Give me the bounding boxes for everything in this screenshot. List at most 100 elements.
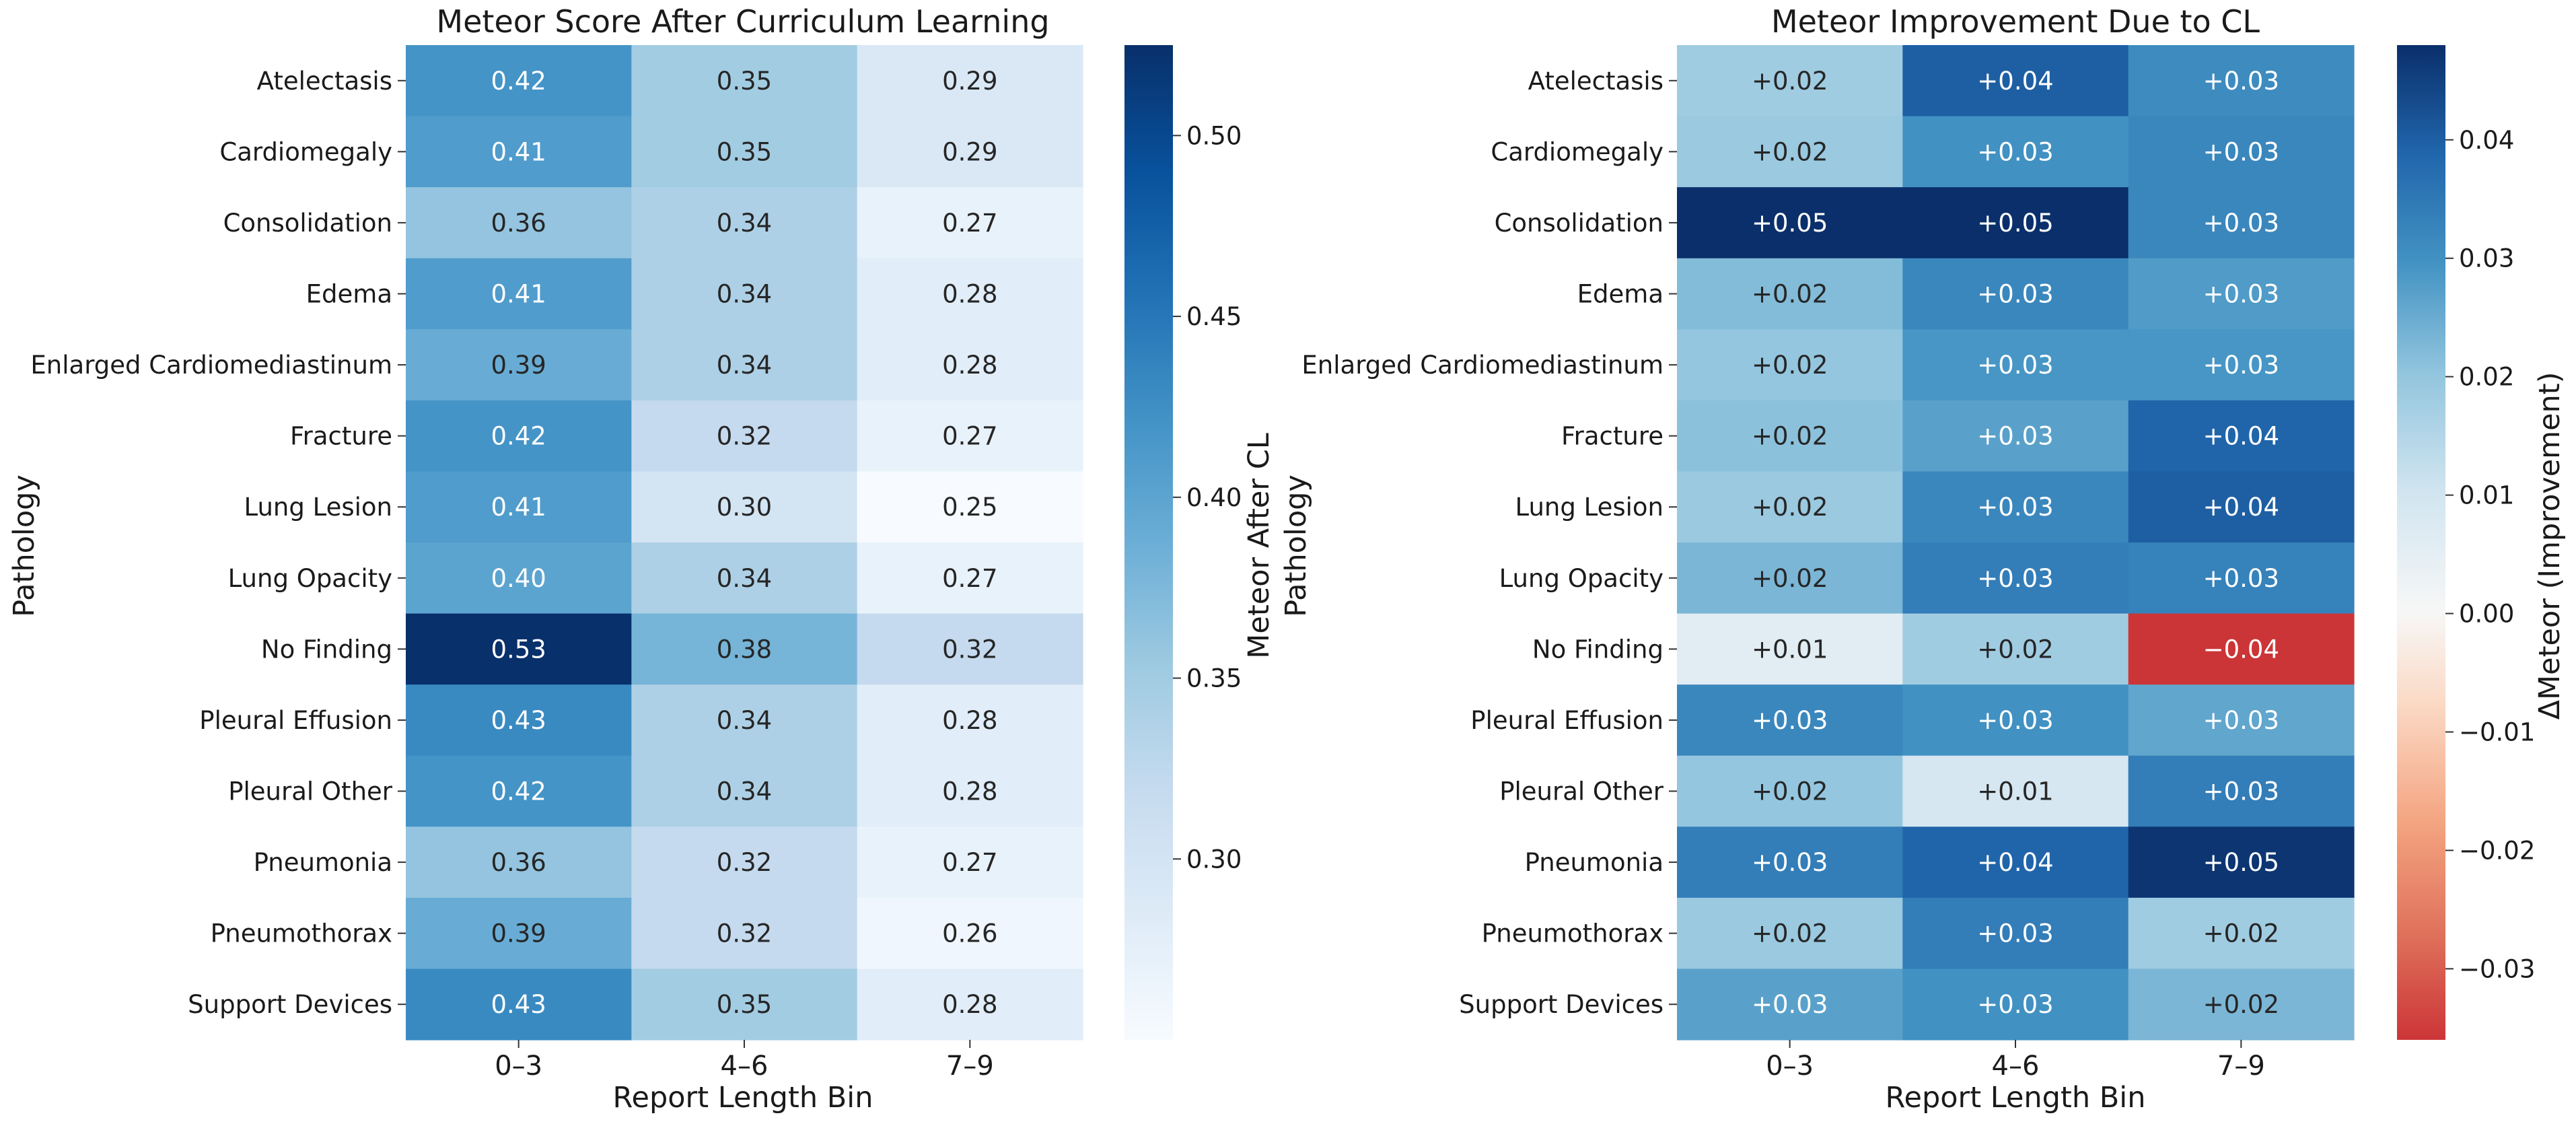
heatmap-cell	[2128, 542, 2355, 614]
y-tick-label: Lung Opacity	[1499, 564, 1663, 593]
cell-value-label: +0.02	[2203, 990, 2279, 1019]
heatmap-cell	[406, 471, 632, 543]
colorbar-tick-label: 0.04	[2459, 126, 2514, 155]
colorbar-tick-label: −0.03	[2459, 954, 2535, 983]
y-tick-label: Pleural Effusion	[1470, 706, 1663, 735]
heatmap-cell	[631, 116, 858, 188]
x-axis-label-right: Report Length Bin	[1886, 1081, 2146, 1115]
colorbar-left: 0.30 0.35 0.40 0.45 0.50 Meteor After CL	[1124, 45, 1276, 1040]
heatmap-cell	[2128, 613, 2355, 685]
cell-value-label: +0.03	[1977, 706, 2053, 735]
cell-value-label: 0.41	[491, 137, 546, 166]
heatmap-cell	[406, 258, 632, 330]
x-tick-labels-left: 0–3 4–6 7–9	[495, 1040, 994, 1082]
heatmap-cell	[1902, 969, 2129, 1041]
y-axis-label-left: Pathology	[7, 474, 41, 617]
x-tick-label: 4–6	[721, 1051, 768, 1082]
heatmap-cell	[631, 755, 858, 827]
heatmap-cell	[1677, 329, 1903, 401]
colorbar-tick-label: 0.50	[1186, 121, 1242, 150]
cell-value-label: 0.39	[491, 351, 546, 380]
heatmap-left: Meteor Score After Curriculum Learning 0…	[7, 3, 1083, 1115]
cell-value-label: +0.01	[1752, 635, 1828, 664]
heatmap-cell	[2128, 471, 2355, 543]
heatmap-cell	[406, 542, 632, 614]
cell-value-label: 0.36	[491, 848, 546, 877]
y-tick-label: Lung Lesion	[1515, 493, 1663, 522]
colorbar-tick-label: 0.03	[2459, 244, 2514, 273]
heatmap-cell	[1677, 969, 1903, 1041]
cell-value-label: 0.43	[491, 706, 546, 735]
cell-value-label: 0.42	[491, 422, 546, 451]
cell-value-label: +0.03	[2203, 706, 2279, 735]
cell-value-label: +0.03	[1977, 493, 2053, 522]
y-tick-label: Edema	[1577, 280, 1663, 309]
heatmap-cell	[1677, 826, 1903, 899]
heatmap-cell	[406, 613, 632, 685]
heatmap-cells-left: 0.42 0.35 0.29 0.41 0.35 0.29 0.36 0.34 0.27 0.41…	[406, 45, 1083, 1041]
heatmap-cell	[857, 826, 1083, 899]
colorbar-tick-label: −0.01	[2459, 718, 2535, 747]
x-tick-label: 0–3	[1766, 1051, 1814, 1082]
y-tick-label: Support Devices	[188, 990, 392, 1019]
cell-value-label: +0.05	[1977, 209, 2053, 238]
heatmap-cells-right: +0.02 +0.04 +0.03 +0.02 +0.03 +0.03 +0.05 +0.05…	[1677, 45, 2355, 1041]
heatmap-cell	[1902, 329, 2129, 401]
y-tick-label: No Finding	[261, 635, 392, 664]
cell-value-label: 0.43	[491, 990, 546, 1019]
cell-value-label: 0.28	[942, 777, 997, 806]
cell-value-label: 0.42	[491, 777, 546, 806]
colorbar-gradient-left	[1124, 45, 1173, 1040]
colorbar-tick-label: −0.02	[2459, 836, 2535, 865]
colorbar-ticks-left: 0.30 0.35 0.40 0.45 0.50	[1173, 121, 1242, 874]
heatmap-cell	[857, 969, 1083, 1041]
colorbar-tick-label: 0.45	[1186, 302, 1242, 331]
cell-value-label: +0.04	[2203, 422, 2279, 451]
x-tick-label: 7–9	[2217, 1051, 2265, 1082]
cell-value-label: 0.27	[942, 209, 997, 238]
heatmap-cell	[631, 329, 858, 401]
y-tick-label: Pneumothorax	[1482, 919, 1663, 948]
cell-value-label: +0.03	[1752, 848, 1828, 877]
heatmap-cell	[631, 45, 858, 117]
y-tick-label: Support Devices	[1459, 990, 1663, 1019]
x-tick-label: 0–3	[495, 1051, 542, 1082]
heatmap-cell	[1902, 258, 2129, 330]
cell-value-label: +0.04	[1977, 848, 2053, 877]
heatmap-cell	[857, 542, 1083, 614]
cell-value-label: 0.34	[717, 280, 772, 309]
y-axis-label-right: Pathology	[1279, 474, 1313, 617]
heatmap-cell	[631, 613, 858, 685]
heatmap-cell	[1677, 897, 1903, 970]
cell-value-label: 0.34	[717, 564, 772, 593]
heatmap-cell	[857, 755, 1083, 827]
colorbar-tick-label: 0.40	[1186, 483, 1242, 512]
heatmap-cell	[406, 969, 632, 1041]
heatmap-cell	[1902, 755, 2129, 827]
heatmap-cell	[631, 826, 858, 899]
heatmap-cell	[1902, 187, 2129, 259]
heatmap-cell	[857, 471, 1083, 543]
cell-value-label: 0.34	[717, 706, 772, 735]
cell-value-label: +0.02	[1752, 564, 1828, 593]
heatmap-cell	[1902, 45, 2129, 117]
colorbar-right: −0.03 −0.02 −0.01 0.00 0.01 0.02 0.03 0.04 ΔMet…	[2397, 45, 2567, 1040]
heatmap-cell	[631, 542, 858, 614]
cell-value-label: 0.38	[717, 635, 772, 664]
cell-value-label: 0.29	[942, 67, 997, 96]
heatmap-cell	[1902, 684, 2129, 756]
colorbar-tick-label: 0.02	[2459, 363, 2514, 392]
heatmap-cell	[1677, 116, 1903, 188]
colorbar-ticks-right: −0.03 −0.02 −0.01 0.00 0.01 0.02 0.03 0.04	[2445, 126, 2535, 983]
heatmap-cell	[631, 471, 858, 543]
cell-value-label: +0.02	[1752, 493, 1828, 522]
heatmap-cell	[1902, 116, 2129, 188]
heatmap-cell	[2128, 897, 2355, 970]
heatmap-cell	[857, 613, 1083, 685]
heatmap-right: Meteor Improvement Due to CL +0.02 +0.04 +…	[1279, 3, 2355, 1115]
cell-value-label: +0.03	[2203, 209, 2279, 238]
cell-value-label: 0.27	[942, 848, 997, 877]
y-tick-label: Pneumothorax	[211, 919, 392, 948]
cell-value-label: +0.02	[1752, 777, 1828, 806]
